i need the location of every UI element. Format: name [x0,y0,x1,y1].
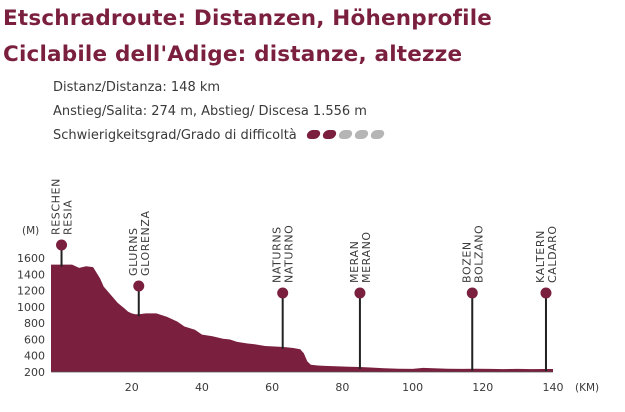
place-marker-dot [133,280,145,292]
place-label-italian: RESIA [62,200,75,235]
y-axis-label: (M) [22,225,39,237]
y-tick-label: 800 [24,317,45,330]
place-label: GLURNS [127,227,140,276]
place-label-italian: GLORENZA [139,210,152,276]
title-italian: Ciclabile dell'Adige: distanze, altezze [3,42,463,67]
x-tick-label: 60 [265,381,279,394]
x-tick-label: 80 [335,381,349,394]
place-label-italian: BOLZANO [472,225,485,283]
place-label: RESCHEN [50,178,63,235]
y-tick-label: 400 [24,350,45,363]
x-tick-label: 140 [543,381,564,394]
place-label: NATURNS [271,226,284,283]
place-marker-dot [354,287,366,299]
title-german: Etschradroute: Distanzen, Höhenprofile [3,6,493,31]
distance-info: Distanz/Distanza: 148 km [53,80,221,95]
place-marker-dot [540,287,552,299]
place-label: BOZEN [460,241,473,283]
place-marker-dot [56,239,68,251]
x-tick-label: 20 [125,381,139,394]
x-tick-label: 100 [402,381,423,394]
place-label: MERAN [348,241,361,283]
place-label: KALTERN [534,230,547,283]
place-label-italian: CALDARO [546,225,559,283]
place-label-italian: MERANO [360,231,373,283]
difficulty-row: Schwierigkeitsgrad/Grado di difficoltà [53,128,387,143]
x-axis-label: (KM) [575,382,599,394]
y-tick-label: 600 [24,333,45,346]
y-tick-label: 1000 [17,301,45,314]
place-marker-dot [466,287,478,299]
place-marker-dot [277,287,289,299]
y-tick-label: 1600 [17,252,45,265]
elevation-area [51,264,553,372]
climb-info: Anstieg/Salita: 274 m, Abstieg/ Discesa … [53,104,367,119]
y-tick-label: 1400 [17,268,45,281]
difficulty-label: Schwierigkeitsgrad/Grado di difficoltà [53,128,297,143]
x-tick-label: 120 [472,381,493,394]
place-label-italian: NATURNO [283,225,296,283]
y-tick-label: 1200 [17,285,45,298]
x-tick-label: 40 [195,381,209,394]
y-tick-label: 200 [24,366,45,379]
